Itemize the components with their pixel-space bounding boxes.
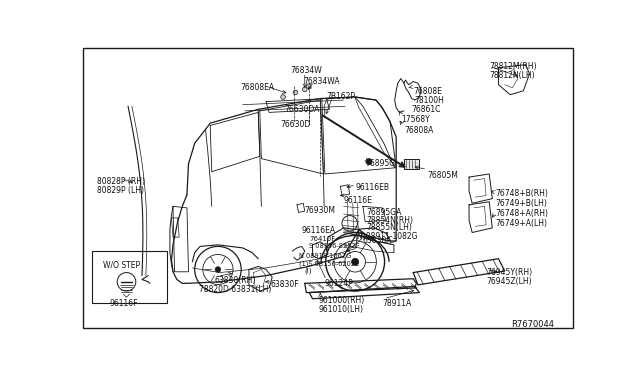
Text: S 08156-8252F: S 08156-8252F [309, 243, 360, 249]
Text: 96116EA: 96116EA [301, 226, 336, 235]
Circle shape [351, 258, 358, 265]
Text: 96116E: 96116E [344, 196, 372, 205]
Text: 78100H: 78100H [415, 96, 445, 105]
Text: 76410F: 76410F [309, 235, 336, 241]
Text: 76834WA: 76834WA [303, 77, 340, 86]
Text: (1)S 08156-6202E: (1)S 08156-6202E [298, 260, 359, 267]
Text: 63830A: 63830A [362, 235, 392, 245]
Text: 78812N(LH): 78812N(LH) [489, 71, 535, 80]
Text: 78911A: 78911A [382, 299, 412, 308]
Text: 76930M: 76930M [304, 206, 335, 215]
Text: 7B162P: 7B162P [326, 92, 355, 102]
Text: W/O STEP: W/O STEP [103, 260, 140, 269]
Text: 78855N(LH): 78855N(LH) [366, 223, 412, 232]
Text: 76861C: 76861C [412, 106, 441, 115]
Circle shape [293, 90, 298, 95]
Circle shape [215, 267, 221, 272]
Text: 96124P: 96124P [325, 279, 354, 288]
Text: 76945Z(LH): 76945Z(LH) [486, 277, 532, 286]
Text: 961010(LH): 961010(LH) [319, 305, 364, 314]
Text: 78854N(RH): 78854N(RH) [366, 216, 413, 225]
Text: 961000(RH): 961000(RH) [319, 296, 365, 305]
Circle shape [281, 95, 285, 99]
Text: 76749+B(LH): 76749+B(LH) [495, 199, 547, 208]
Text: 76630DA: 76630DA [285, 105, 320, 114]
Circle shape [303, 87, 307, 92]
Text: 76834W: 76834W [291, 66, 323, 75]
Text: 80828P (RH): 80828P (RH) [97, 177, 145, 186]
Bar [92, 251, 167, 303]
Text: R7670044: R7670044 [511, 320, 554, 329]
Text: 76945Y(RH): 76945Y(RH) [486, 268, 532, 277]
Text: 76808EA: 76808EA [241, 83, 275, 92]
Text: 17568Y: 17568Y [402, 115, 430, 125]
Text: (N)08911-1082G: (N)08911-1082G [355, 232, 418, 241]
Text: N 08911-1062G: N 08911-1062G [298, 253, 351, 259]
Text: 76808E: 76808E [413, 87, 442, 96]
Text: 76748+B(RH): 76748+B(RH) [495, 189, 548, 198]
Text: 76895G: 76895G [365, 158, 396, 168]
Text: 78812M(RH): 78812M(RH) [489, 62, 537, 71]
Circle shape [307, 84, 311, 89]
Text: 76630D: 76630D [281, 120, 311, 129]
Text: 76749+A(LH): 76749+A(LH) [495, 219, 547, 228]
Text: 76805M: 76805M [428, 171, 458, 180]
Text: 96116F: 96116F [109, 299, 138, 308]
Text: 80829P (LH): 80829P (LH) [97, 186, 144, 195]
Bar [404, 158, 419, 169]
Text: 96116EB: 96116EB [356, 183, 390, 192]
Text: 63830F: 63830F [271, 280, 300, 289]
Text: 76895GA: 76895GA [366, 208, 401, 217]
Text: (I): (I) [305, 268, 312, 275]
Text: 78820D 63831(LH): 78820D 63831(LH) [199, 285, 272, 294]
Text: 76808A: 76808A [404, 126, 433, 135]
Text: 76748+A(RH): 76748+A(RH) [495, 209, 548, 218]
Circle shape [366, 158, 372, 165]
Text: 63830(RH): 63830(RH) [215, 276, 256, 285]
